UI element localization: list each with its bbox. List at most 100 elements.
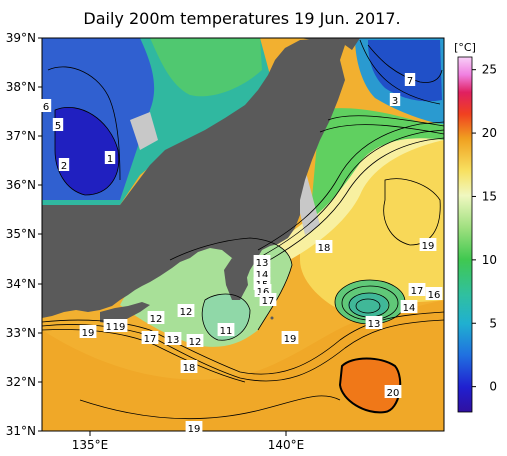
contour-label-box xyxy=(52,118,64,131)
lat-label: 36°N xyxy=(6,178,36,192)
contour-label-box xyxy=(186,334,204,347)
latitude-labels: 39°N 38°N 37°N 36°N 35°N 34°N 33°N 32°N … xyxy=(6,31,36,438)
contour-line xyxy=(201,293,251,341)
lat-label: 37°N xyxy=(6,129,36,143)
japan-sea-green xyxy=(150,38,262,97)
contour-label-box xyxy=(110,319,128,332)
contour-label: 5 xyxy=(55,121,61,132)
contour-label-box xyxy=(147,311,165,324)
contour-label-box xyxy=(58,158,70,171)
contour-label: 19 xyxy=(188,424,201,435)
colorbar-tick-label: 15 xyxy=(482,189,497,203)
contour-label-box xyxy=(408,283,426,296)
map-title: Daily 200m temperatures 19 Jun. 2017. xyxy=(83,9,400,28)
contour-label-box xyxy=(384,385,402,398)
lat-label: 33°N xyxy=(6,326,36,340)
contour-label-box xyxy=(400,300,418,313)
colorbar-tick-label: 10 xyxy=(482,253,497,267)
lat-label: 31°N xyxy=(6,424,36,438)
contour-line xyxy=(42,329,246,383)
lat-label: 39°N xyxy=(6,31,36,45)
warm-core-20 xyxy=(340,358,401,413)
colorbar-bar xyxy=(457,56,473,413)
contour-label: 13 xyxy=(368,319,381,330)
oyashio-front-zone xyxy=(310,108,444,220)
contour-line xyxy=(169,237,293,331)
contour-label: 19 xyxy=(113,322,126,333)
ocean-south-field xyxy=(42,300,444,431)
contour-label-box xyxy=(259,293,277,306)
contour-line xyxy=(359,39,441,105)
contour-label-box xyxy=(389,93,401,106)
northeast-coldest xyxy=(368,40,442,102)
map-plot-area xyxy=(42,38,444,431)
colorbar-unit: [°C] xyxy=(454,41,476,54)
contour-line xyxy=(54,107,120,196)
contour-line xyxy=(47,66,121,181)
contour-line xyxy=(319,124,444,135)
contour-line xyxy=(265,137,444,263)
lon-label: 135°E xyxy=(72,438,109,452)
land-honshu xyxy=(42,38,345,318)
lat-label: 34°N xyxy=(6,277,36,291)
contour-line xyxy=(355,298,381,314)
contour-label: 12 xyxy=(150,314,163,325)
colorbar-tick-label: 5 xyxy=(489,316,497,330)
contour-label: 20 xyxy=(387,388,400,399)
contour-label: 16 xyxy=(428,290,441,301)
contour-label-box xyxy=(40,99,52,112)
contour-label-box xyxy=(79,325,97,338)
contour-label-box xyxy=(281,331,299,344)
contour-line xyxy=(327,115,444,127)
contour-label: 17 xyxy=(262,296,275,307)
contour-label: 17 xyxy=(144,334,157,345)
contour-label: 18 xyxy=(183,363,196,374)
land-kii-peninsula xyxy=(224,258,248,300)
contour-label-box xyxy=(419,238,437,251)
longitude-labels: 135°E 140°E xyxy=(72,438,305,452)
contour-labels: 6521731819131415161712121119171613141713… xyxy=(40,73,443,435)
contour-label-box xyxy=(217,323,235,336)
contour-label: 6 xyxy=(43,102,49,113)
contour-label: 3 xyxy=(392,96,398,107)
contour-label-box xyxy=(365,316,383,329)
contour-label: 11 xyxy=(220,326,233,337)
contour-label-box xyxy=(253,267,271,280)
contour-label-box xyxy=(404,73,416,86)
contour-line xyxy=(261,129,444,257)
colorbar-tick-label: 0 xyxy=(489,380,497,394)
lat-label: 35°N xyxy=(6,227,36,241)
land-north xyxy=(300,38,360,50)
contour-label: 14 xyxy=(256,270,269,281)
contour-line xyxy=(383,178,441,246)
contour-label: 19 xyxy=(422,241,435,252)
land-izu-island-3 xyxy=(270,316,274,320)
contour-label: 7 xyxy=(407,76,413,87)
ocean-east-field xyxy=(300,128,444,310)
lon-label: 140°E xyxy=(268,438,305,452)
contour-label-box xyxy=(164,332,182,345)
cold-eddy-east-core xyxy=(348,293,388,317)
contour-label-box xyxy=(315,240,333,253)
contour-label: 2 xyxy=(61,161,67,172)
contour-label: 13 xyxy=(167,335,180,346)
colorbar-tick-label: 25 xyxy=(482,63,497,77)
contour-label-box xyxy=(180,360,198,373)
contour-label: 19 xyxy=(82,328,95,339)
contour-label: 17 xyxy=(411,286,424,297)
contour-label: 13 xyxy=(256,258,269,269)
contour-label: 19 xyxy=(284,334,297,345)
contour-label-box xyxy=(141,331,159,344)
contour-label: 12 xyxy=(180,307,193,318)
no-data-region-a xyxy=(130,112,158,150)
japan-sea-coldest xyxy=(55,107,119,195)
contour-label-box xyxy=(177,304,195,317)
contour-label-box xyxy=(104,151,116,164)
contour-label: 12 xyxy=(189,337,202,348)
contour-label-box xyxy=(425,287,443,300)
contour-label: 16 xyxy=(257,287,270,298)
contour-label: 1 xyxy=(107,154,113,165)
contour-line xyxy=(257,121,444,251)
contour-label-box xyxy=(185,421,203,434)
